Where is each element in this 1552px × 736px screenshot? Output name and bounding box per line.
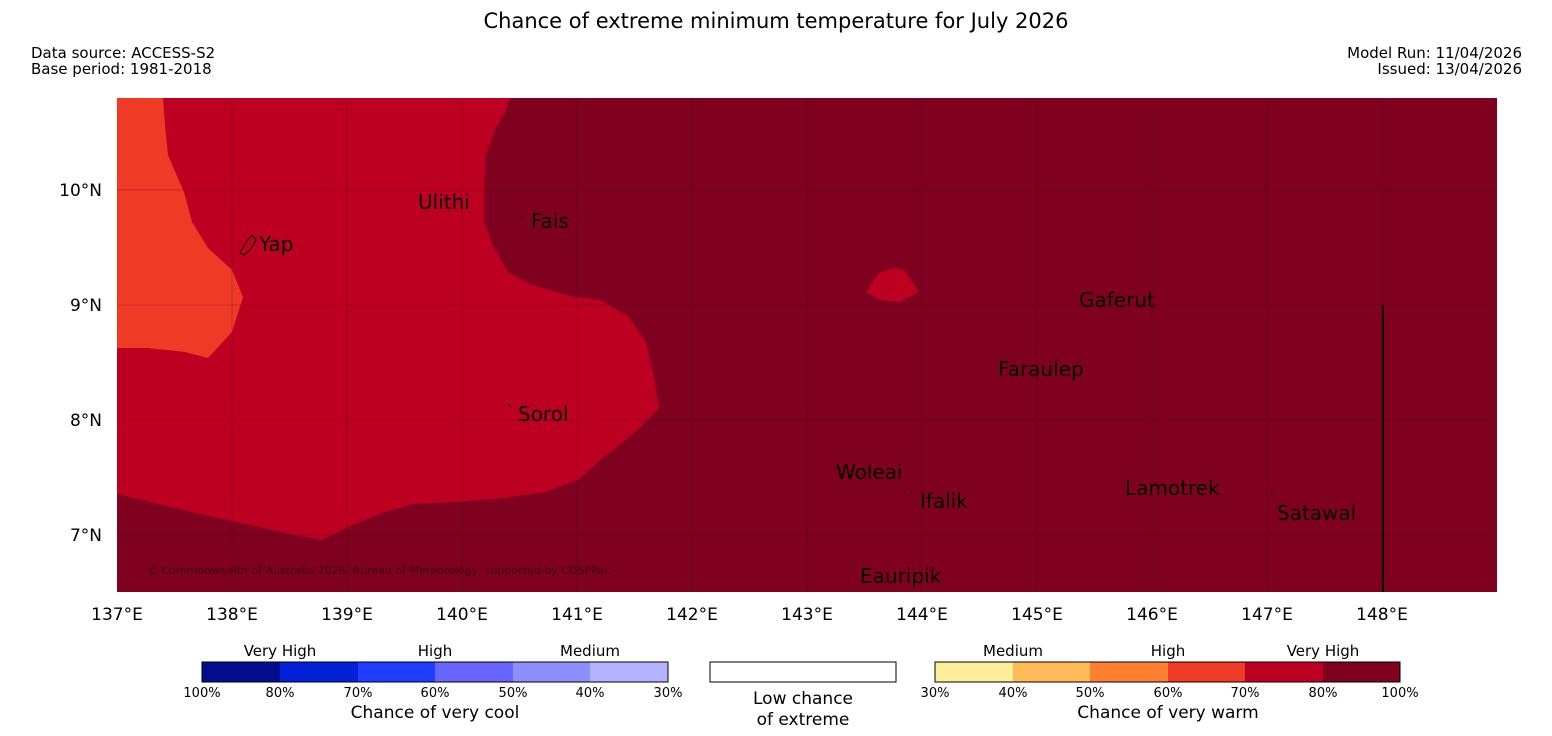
cool-label-high: High xyxy=(418,642,452,660)
place-label-faraulep: Faraulep xyxy=(998,357,1084,381)
lat-label-7n: 7°N xyxy=(70,526,102,546)
data-source: Data source: ACCESS-S2 xyxy=(31,44,216,62)
cool-label-very-high: Very High xyxy=(244,642,317,660)
place-label-satawal: Satawal xyxy=(1277,501,1356,525)
place-label-ifalik: Ifalik xyxy=(920,489,968,513)
copyright-notice: © Commonwealth of Australia 2026, Bureau… xyxy=(147,564,610,577)
legend-neutral: Low chance of extreme xyxy=(709,661,897,730)
warm-label-high: High xyxy=(1151,642,1185,660)
lon-label-148e: 148°E xyxy=(1356,605,1408,625)
neutral-swatch xyxy=(709,661,897,683)
warm-legend-title: Chance of very warm xyxy=(1077,703,1258,723)
metadata-right: Model Run: 11/04/2026 Issued: 13/04/2026 xyxy=(1347,45,1522,77)
warm-swatch-very-high-2 xyxy=(1323,662,1400,682)
lon-label-144e: 144°E xyxy=(896,605,948,625)
place-label-yap: Yap xyxy=(258,232,293,256)
warm-tick: 60% xyxy=(1154,686,1183,701)
lon-label-145e: 145°E xyxy=(1011,605,1063,625)
place-label-ulithi: Ulithi xyxy=(418,190,470,214)
cool-label-medium: Medium xyxy=(560,642,620,660)
warm-tick: 100% xyxy=(1381,686,1418,701)
warm-swatch-high-2 xyxy=(1168,662,1245,682)
warm-tick: 70% xyxy=(1231,686,1260,701)
metadata-left: Data source: ACCESS-S2 Base period: 1981… xyxy=(31,45,215,77)
lon-label-143e: 143°E xyxy=(781,605,833,625)
cool-swatch-high-2 xyxy=(435,662,513,682)
place-label-sorol: Sorol xyxy=(518,402,569,426)
cool-tick: 100% xyxy=(183,686,220,701)
island-satawal-marker xyxy=(1271,493,1273,495)
lat-label-8n: 8°N xyxy=(70,411,102,431)
lon-label-141e: 141°E xyxy=(551,605,603,625)
cool-tick: 60% xyxy=(421,686,450,701)
lon-label-147e: 147°E xyxy=(1241,605,1293,625)
place-label-lamotrek: Lamotrek xyxy=(1125,476,1220,500)
warm-tick: 50% xyxy=(1076,686,1105,701)
warm-tick: 40% xyxy=(999,686,1028,701)
warm-swatch-high-1 xyxy=(1090,662,1168,682)
neutral-label-line1: Low chance xyxy=(753,689,853,709)
region-warm-60 xyxy=(117,98,243,358)
lon-label-140e: 140°E xyxy=(436,605,488,625)
lat-label-10n: 10°N xyxy=(59,181,102,201)
warm-tick: 30% xyxy=(921,686,950,701)
cool-tick: 80% xyxy=(266,686,295,701)
place-label-fais: Fais xyxy=(531,209,569,233)
warm-label-medium: Medium xyxy=(983,642,1043,660)
cool-swatch-high-1 xyxy=(358,662,435,682)
legend-warm: Medium High Very High 30% 40% 50% 60% 70… xyxy=(921,642,1419,723)
island-sorol-marker xyxy=(507,403,512,408)
cool-tick: 30% xyxy=(654,686,683,701)
base-period: Base period: 1981-2018 xyxy=(31,60,212,78)
cool-swatch-medium-2 xyxy=(590,662,668,682)
lon-label-142e: 142°E xyxy=(666,605,718,625)
warm-swatch-medium-2 xyxy=(1013,662,1090,682)
lon-label-137e: 137°E xyxy=(91,605,143,625)
region-high-warm-patch xyxy=(866,268,919,302)
gridlines xyxy=(117,98,1497,592)
model-run: Model Run: 11/04/2026 xyxy=(1347,44,1522,62)
cool-swatch-medium-1 xyxy=(513,662,590,682)
lat-label-9n: 9°N xyxy=(70,296,102,316)
place-label-gaferut: Gaferut xyxy=(1079,288,1155,312)
region-high-warm xyxy=(117,98,659,540)
legend-cool: Very High High Medium 100% 80% 70% 60% 5… xyxy=(183,642,682,723)
neutral-label-line2: of extreme xyxy=(757,710,850,730)
cool-tick: 40% xyxy=(576,686,605,701)
cool-tick: 70% xyxy=(344,686,373,701)
warm-label-very-high: Very High xyxy=(1287,642,1360,660)
cool-legend-title: Chance of very cool xyxy=(351,703,520,723)
island-yap-outline xyxy=(239,234,257,256)
island-fais-marker xyxy=(521,216,523,218)
warm-swatch-medium-1 xyxy=(935,662,1013,682)
place-label-eauripik: Eauripik xyxy=(860,564,942,588)
page-title: Chance of extreme minimum temperature fo… xyxy=(483,9,1069,33)
issued-date: Issued: 13/04/2026 xyxy=(1377,60,1522,78)
cool-tick: 50% xyxy=(499,686,528,701)
lon-label-138e: 138°E xyxy=(206,605,258,625)
cool-swatch-very-high-2 xyxy=(280,662,358,682)
lon-label-146e: 146°E xyxy=(1126,605,1178,625)
cool-swatch-very-high-1 xyxy=(202,662,280,682)
warm-tick: 80% xyxy=(1309,686,1338,701)
warm-swatch-very-high-1 xyxy=(1245,662,1323,682)
place-label-woleai: Woleai xyxy=(836,460,903,484)
lon-label-139e: 139°E xyxy=(321,605,373,625)
